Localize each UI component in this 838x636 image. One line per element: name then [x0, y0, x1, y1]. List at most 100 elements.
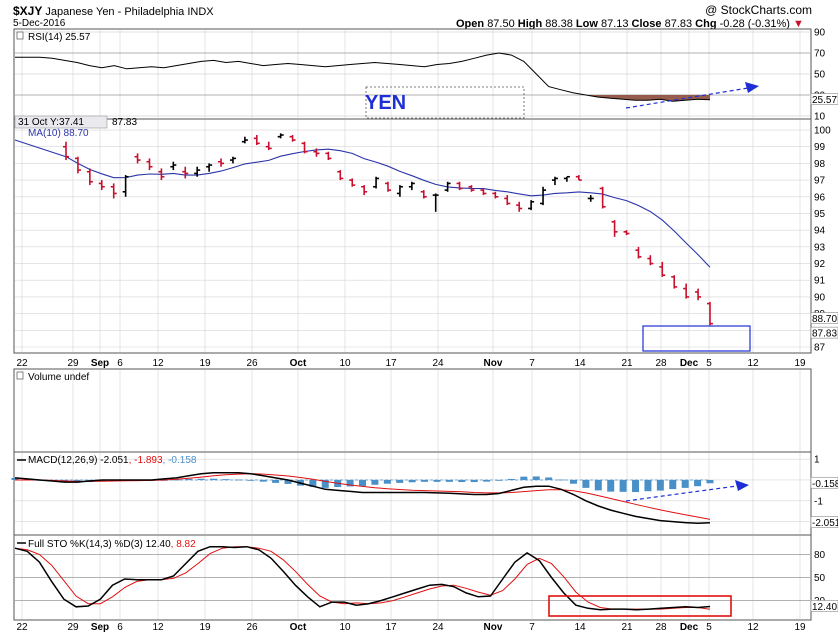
price-bar — [707, 301, 713, 326]
x-tick-label: 26 — [246, 622, 258, 633]
macd-hist-bar — [185, 478, 193, 480]
price-bar — [229, 156, 236, 164]
x-tick-label: 22 — [16, 358, 28, 369]
rsi-y-tick: 70 — [814, 49, 826, 60]
price-bar — [158, 168, 165, 181]
x-tick-label: 22 — [16, 622, 28, 633]
price-bar — [373, 176, 380, 189]
price-bar — [361, 185, 368, 196]
macd-hist-bar — [222, 479, 230, 480]
price-bar — [444, 181, 451, 192]
price-bar — [551, 176, 558, 186]
ohlc-readout: Open 87.50 High 88.38 Low 87.13 Close 87… — [456, 18, 804, 30]
macd-hist-bar — [197, 478, 205, 480]
sto-k-value: 12.40 — [146, 539, 171, 550]
macd-hist-bar — [433, 479, 441, 482]
price-y-tick: 96 — [814, 192, 826, 203]
x-tick-label: 12 — [152, 358, 164, 369]
macd-hist-bar — [421, 479, 429, 482]
price-low-box — [642, 325, 751, 352]
macd-hist-bar — [359, 479, 366, 487]
macd-value: -2.051 — [100, 455, 129, 466]
close-value: 87.83 — [664, 18, 693, 30]
macd-y-tick: 1 — [814, 455, 820, 466]
price-y-tick: 95 — [814, 209, 826, 220]
high-label: High — [517, 18, 543, 30]
x-tick-label: 21 — [621, 358, 633, 369]
price-y-tick: 99 — [814, 142, 826, 153]
price-bar — [301, 141, 308, 154]
macd-hist-bar — [445, 479, 453, 482]
macd-hist-bar — [309, 479, 317, 487]
macd-hist-last: -0.158 — [812, 479, 838, 490]
macd-hist-bar — [569, 479, 577, 484]
x-tick-label: 24 — [432, 622, 444, 633]
macd-hist-bar — [694, 479, 702, 487]
macd-hist-bar — [669, 479, 677, 490]
rsi-trend-arrow — [625, 82, 759, 109]
price-bar — [599, 186, 606, 209]
sto-d-line — [14, 546, 711, 610]
macd-hist-bar — [284, 479, 292, 484]
rsi-title-text: RSI(14) 25.57 — [28, 32, 91, 43]
macd-hist-bar — [607, 479, 615, 492]
price-bar — [587, 195, 594, 202]
macd-hist-bar — [706, 479, 714, 484]
x-tick-label: 5 — [706, 622, 712, 633]
x-tick-label: 6 — [117, 622, 123, 633]
sto-y-tick: 80 — [814, 550, 826, 561]
exchange: INDX — [187, 6, 214, 18]
x-tick-label: 28 — [655, 358, 667, 369]
price-bar — [349, 178, 356, 187]
open-value: 87.50 — [487, 18, 515, 30]
macd-hist-bar — [259, 479, 267, 482]
macd-hist-bar — [532, 476, 540, 480]
macd-hist-bar — [520, 476, 528, 480]
sto-layer: 80502012.40 — [14, 545, 838, 613]
macd-title-text: MACD(12,26,9) — [28, 455, 97, 466]
x-tick-label: 14 — [574, 622, 586, 633]
price-bar — [289, 135, 296, 142]
price-bar — [182, 166, 189, 179]
price-bar — [277, 133, 284, 139]
price-bar — [456, 181, 463, 191]
low-label: Low — [575, 18, 598, 30]
rsi-layer: 907050301025.57 — [15, 28, 838, 123]
price-bar — [408, 181, 415, 191]
price-bar — [492, 191, 499, 199]
price-bar — [480, 188, 487, 196]
price-bar — [432, 193, 439, 212]
price-bar — [63, 141, 69, 161]
svg-text:MACD(12,26,9) -2.051,: MACD(12,26,9) -2.051, -1.893, -0.158 — [28, 455, 197, 466]
x-tick-label: 19 — [794, 622, 806, 633]
x-tick-label: Oct — [290, 358, 307, 369]
macd-hist-bar — [371, 479, 379, 485]
macd-hist-bar — [408, 479, 416, 483]
rsi-last-value: 25.57 — [812, 95, 837, 106]
price-bar — [396, 185, 403, 197]
macd-hist-bar — [656, 479, 664, 491]
macd-hist-bar — [495, 479, 503, 481]
macd-hist-last-box — [810, 476, 838, 489]
macd-hist-bar — [582, 479, 590, 488]
price-bar — [206, 163, 213, 172]
x-axis-price: 22 29 Sep 6 12 19 26 Oct 10 17 24 Nov 7 14 21 28 Dec 5 12 1… — [16, 358, 806, 369]
macd-hist-bar — [594, 479, 602, 491]
price-bar — [110, 183, 117, 199]
watermark[interactable]: @ StockCharts.com — [705, 3, 812, 17]
macd-title: MACD(12,26,9) -2.051, -1.893, -0.158 — [17, 455, 197, 466]
yen-label-box — [365, 86, 525, 119]
price-bar — [325, 151, 332, 161]
rsi-y-tick: 10 — [814, 112, 826, 123]
price-bar — [385, 181, 391, 192]
price-bar — [635, 246, 642, 259]
chg-label: Chg — [695, 18, 717, 30]
x-tick-label: 24 — [432, 358, 444, 369]
tooltip-close: 87.83 — [112, 117, 137, 128]
macd-hist-bar — [470, 479, 478, 483]
price-panel — [13, 118, 812, 354]
x-tick-label: 10 — [339, 358, 351, 369]
price-bar — [170, 161, 177, 171]
volume-title: Volume undef — [16, 371, 89, 383]
x-tick-label: 5 — [706, 358, 712, 369]
